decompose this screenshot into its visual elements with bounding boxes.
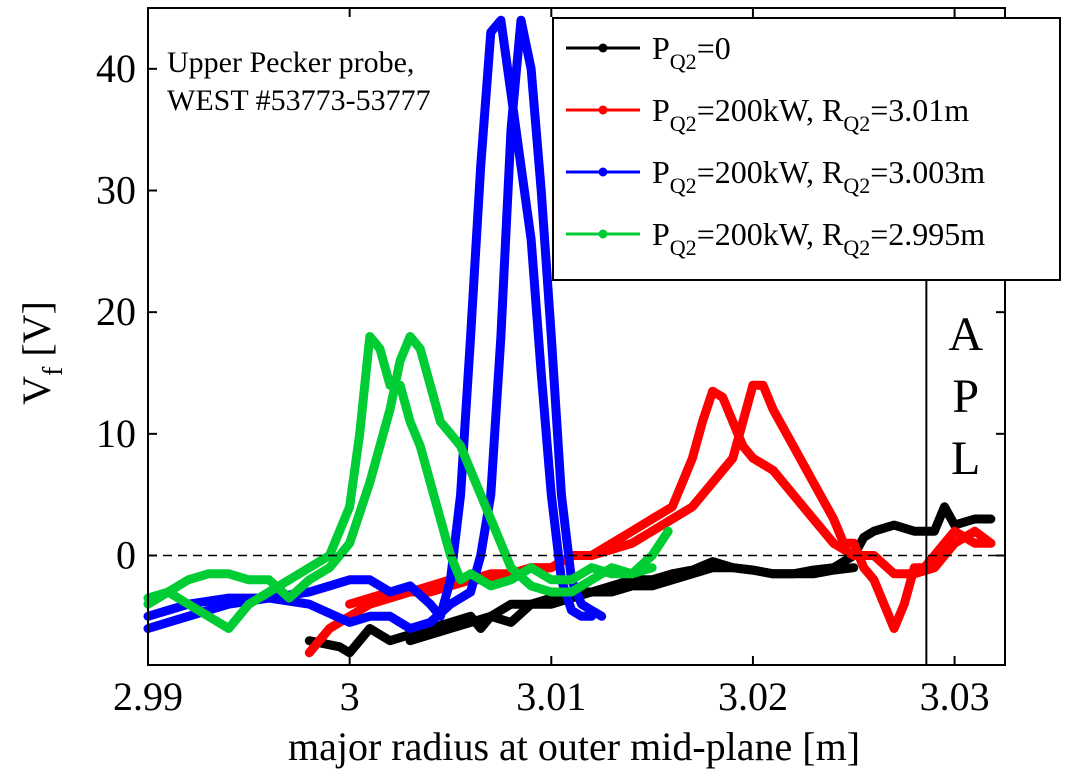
legend-item-1: PQ2=200kW, RQ2=3.01m [566, 92, 969, 136]
legend-marker [598, 43, 608, 53]
x-axis-label: major radius at outer mid-plane [m] [288, 724, 860, 769]
legend-item-3: PQ2=200kW, RQ2=2.995m [566, 216, 985, 260]
y-tick-label: 20 [96, 289, 136, 334]
y-tick-label: 40 [96, 46, 136, 91]
x-tick-label: 3.02 [718, 674, 788, 719]
series-1-trace-1 [345, 380, 996, 633]
plot-frame [147, 7, 1006, 666]
legend-label: PQ2=0 [652, 30, 731, 74]
annotation-line-1: Upper Pecker probe, [167, 46, 414, 79]
apl-letter: A [948, 308, 983, 361]
series-1-trace-0 [304, 386, 996, 658]
legend: PQ2=0 PQ2=200kW, RQ2=3.01m PQ2=200kW, RQ2=… [552, 17, 1061, 281]
legend-box [552, 17, 1061, 281]
legend-marker [598, 229, 608, 239]
apl-letter: L [951, 432, 980, 485]
legend-item-2: PQ2=200kW, RQ2=3.003m [566, 154, 985, 198]
legend-marker [598, 105, 608, 115]
legend-label: PQ2=200kW, RQ2=3.003m [652, 154, 985, 198]
series-3-trace-0 [143, 332, 657, 633]
x-tick-label: 3.01 [516, 674, 586, 719]
y-tick-label: 10 [96, 411, 136, 456]
y-axis-label-base: V [14, 376, 59, 405]
annotation-bg [160, 38, 478, 122]
series-0-trace-1 [405, 557, 859, 646]
y-axis-label-sub: f [38, 366, 69, 376]
annotation-line-2: WEST #53773-53777 [167, 84, 431, 117]
y-axis-label-unit: [V] [14, 301, 59, 367]
series-3-trace-1 [143, 332, 673, 609]
series-0-trace-0 [304, 502, 996, 658]
legend-label: PQ2=200kW, RQ2=2.995m [652, 216, 985, 260]
legend-item-0: PQ2=0 [566, 30, 731, 74]
y-tick-label: 30 [96, 168, 136, 213]
x-tick-label: 3.03 [920, 674, 990, 719]
series-2-trace-0 [143, 15, 597, 633]
legend-label: PQ2=200kW, RQ2=3.01m [652, 92, 969, 136]
apl-letter: P [952, 370, 979, 423]
x-tick-label: 2.99 [113, 674, 183, 719]
y-axis-label: Vf [V] [14, 301, 69, 405]
ticks-layer: 2.99 3 3.01 3.02 3.03 0 10 20 30 40 [96, 8, 1005, 719]
legend-marker [598, 167, 608, 177]
apl-label: APL [948, 308, 983, 485]
x-tick-label: 3 [340, 674, 360, 719]
y-tick-label: 0 [116, 533, 136, 578]
